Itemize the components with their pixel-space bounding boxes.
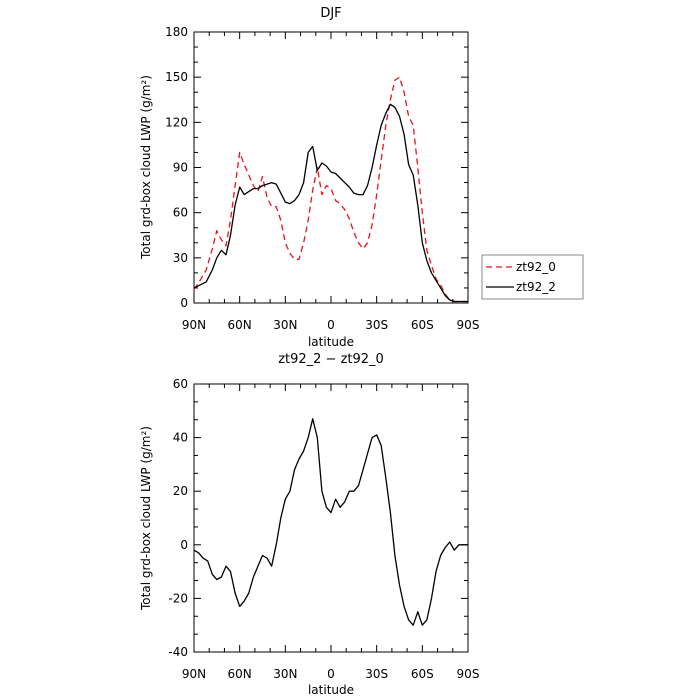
- y-tick-label: 30: [173, 251, 188, 265]
- y-tick-label: 120: [165, 115, 188, 129]
- x-tick-label: 60S: [411, 318, 434, 332]
- x-tick-label: 0: [327, 667, 335, 681]
- bottom-chart-frame: [193, 383, 469, 653]
- bottom-series-line-0: [193, 418, 468, 626]
- legend-box: [481, 254, 584, 300]
- bottom-chart: zt92_2 − zt92_0 -40 -20 0 20 40 60 90N 60N 30N 0…: [139, 352, 479, 697]
- top-series-group: [193, 76, 468, 303]
- y-tick-label: -40: [168, 645, 188, 659]
- y-tick-label: 60: [173, 206, 188, 220]
- top-chart: DJF 0 30 60 90 120 150 180 90N 60N 30N 0 30S 60S 90S…: [139, 6, 584, 349]
- bottom-series-group: [193, 418, 468, 626]
- x-tick-label: 30N: [273, 667, 297, 681]
- top-chart-title: DJF: [320, 6, 341, 21]
- legend-label-zt92-2: zt92_2: [516, 280, 556, 294]
- y-tick-label: 20: [173, 484, 188, 498]
- x-tick-label: 60N: [228, 318, 252, 332]
- y-tick-label: 90: [173, 161, 188, 175]
- y-tick-label: 150: [165, 70, 188, 84]
- y-tick-label: 40: [173, 431, 188, 445]
- top-x-axis-label: latitude: [308, 335, 354, 349]
- x-tick-label: 90S: [457, 318, 480, 332]
- x-tick-label: 60S: [411, 667, 434, 681]
- legend-label-zt92-0: zt92_0: [516, 260, 556, 274]
- y-tick-label: 0: [180, 296, 188, 310]
- x-tick-label: 90S: [457, 667, 480, 681]
- top-x-axis: 90N 60N 30N 0 30S 60S 90S: [182, 32, 480, 332]
- y-tick-label: 60: [173, 377, 188, 391]
- top-series-line-zt92-2: [193, 103, 468, 303]
- legend: zt92_0 zt92_2: [481, 254, 584, 300]
- top-series-line-zt92-0: [193, 76, 468, 303]
- x-tick-label: 30S: [365, 318, 388, 332]
- bottom-x-axis: 90N 60N 30N 0 30S 60S 90S: [182, 384, 480, 681]
- x-tick-label: 90N: [182, 667, 206, 681]
- x-tick-label: 30N: [273, 318, 297, 332]
- bottom-y-axis-label: Total grd-box cloud LWP (g/m²): [139, 426, 153, 611]
- top-y-axis: 0 30 60 90 120 150 180: [165, 25, 468, 310]
- bottom-x-axis-label: latitude: [308, 683, 354, 697]
- x-tick-label: 30S: [365, 667, 388, 681]
- x-tick-label: 60N: [228, 667, 252, 681]
- bottom-chart-title: zt92_2 − zt92_0: [278, 352, 384, 367]
- x-tick-label: 0: [327, 318, 335, 332]
- bottom-y-axis: -40 -20 0 20 40 60: [168, 377, 468, 659]
- y-tick-label: 180: [165, 25, 188, 39]
- y-tick-label: -20: [168, 591, 188, 605]
- y-tick-label: 0: [180, 538, 188, 552]
- x-tick-label: 90N: [182, 318, 206, 332]
- top-y-axis-label: Total grd-box cloud LWP (g/m²): [139, 75, 153, 260]
